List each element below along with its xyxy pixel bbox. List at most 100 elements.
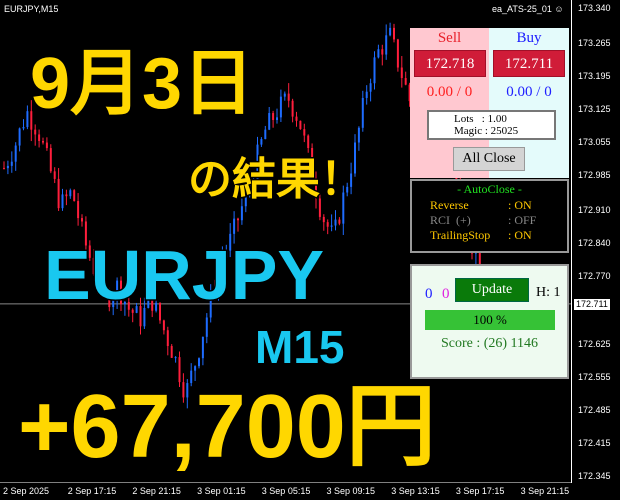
time-label: 2 Sep 21:15: [132, 486, 181, 496]
buy-button[interactable]: 172.711: [493, 50, 565, 77]
candle-body: [377, 49, 380, 58]
candle-body: [162, 320, 165, 331]
overlay-timeframe: M15: [253, 321, 346, 373]
candle-body: [248, 183, 251, 190]
candle-body: [244, 189, 247, 207]
candle-body: [123, 302, 126, 305]
candle-body: [350, 173, 353, 187]
candle-body: [279, 96, 282, 118]
candle-body: [42, 140, 44, 143]
candle-body: [361, 97, 364, 128]
candle-body: [38, 134, 41, 141]
candle-body: [237, 218, 239, 221]
autoclose-row-rci[interactable]: RCI (+): OFF: [430, 213, 537, 227]
candle-body: [135, 306, 138, 313]
candle-body: [338, 219, 341, 224]
score: Score : (26) 1146: [440, 336, 539, 351]
candle-body: [233, 218, 236, 234]
candle-body: [22, 127, 25, 129]
time-label: 2 Sep 2025: [3, 486, 50, 496]
candle-body: [120, 280, 122, 305]
overlay-result: の結果！: [187, 155, 366, 204]
price-label: 173.055: [578, 137, 611, 148]
candle-body: [291, 100, 294, 117]
candle-body: [61, 194, 64, 209]
candle-body: [240, 206, 243, 221]
autoclose-row-reverse[interactable]: Reverse: ON: [430, 198, 532, 212]
candle-body: [194, 366, 197, 371]
current-price-label: 172.711: [574, 298, 610, 310]
price-label: 172.910: [578, 205, 611, 216]
price-label: 172.345: [578, 471, 611, 482]
candle-body: [170, 346, 173, 358]
candle-body: [283, 93, 286, 97]
candle-body: [201, 336, 204, 359]
price-label: 173.340: [578, 3, 611, 13]
candle-body: [326, 222, 329, 227]
smiley-icon: ☺: [554, 4, 564, 14]
candle-body: [260, 139, 263, 145]
candle-body: [45, 142, 48, 149]
candle-body: [346, 186, 349, 193]
candle-body: [3, 167, 5, 169]
h-value: H: 1: [536, 285, 561, 300]
sell-label: Sell: [437, 30, 462, 46]
update-button[interactable]: Update: [455, 278, 529, 302]
lots-value: Lots : 1.00: [454, 113, 507, 125]
candle-body: [287, 93, 290, 101]
candle-body: [252, 179, 255, 184]
price-label: 173.195: [578, 71, 611, 82]
sell-pl: 0.00 / 0: [426, 84, 473, 100]
overlay-pair: EURJPY: [42, 236, 325, 314]
progress-bar: 100 %: [425, 310, 555, 330]
candle-body: [73, 190, 76, 202]
candle-body: [166, 330, 169, 347]
overlay-date: 9月3日: [28, 44, 255, 124]
candle-body: [229, 233, 232, 251]
candle-body: [322, 216, 325, 223]
candle-body: [159, 302, 161, 321]
candle-body: [65, 194, 68, 197]
candle-body: [404, 78, 407, 85]
candle-body: [268, 113, 271, 130]
autoclose-title: - AutoClose -: [457, 182, 522, 196]
candle-body: [88, 245, 91, 258]
all-close-button[interactable]: All Close: [453, 147, 525, 171]
price-label: 172.985: [578, 169, 611, 180]
candle-body: [209, 290, 212, 318]
sell-button[interactable]: 172.718: [414, 50, 486, 77]
candle-body: [112, 297, 115, 308]
candle-body: [365, 91, 368, 98]
candle-body: [34, 129, 37, 135]
candle-body: [373, 57, 376, 84]
candle-body: [178, 357, 181, 383]
candle-body: [330, 225, 333, 227]
candle-body: [182, 382, 185, 398]
candle-body: [307, 135, 310, 148]
candle-body: [369, 83, 372, 92]
candle-body: [389, 27, 392, 36]
candle-body: [276, 117, 278, 120]
lots-box: Lots : 1.00 Magic : 25025: [427, 110, 556, 140]
candle-body: [30, 111, 33, 130]
candle-body: [393, 27, 395, 40]
candle-body: [96, 274, 99, 284]
candle-body: [151, 297, 154, 311]
candle-body: [14, 145, 17, 162]
chart-symbol: EURJPY,M15: [4, 4, 59, 14]
autoclose-row-trailing[interactable]: TrailingStop: ON: [430, 228, 532, 242]
candle-body: [6, 165, 9, 169]
candle-body: [272, 113, 275, 120]
candle-body: [318, 198, 321, 217]
candle-body: [381, 49, 384, 55]
magic-value: Magic : 25025: [454, 125, 519, 137]
candle-body: [295, 116, 298, 121]
count-blue: 0: [425, 286, 433, 302]
candle-body: [139, 306, 142, 327]
candle-body: [478, 250, 481, 269]
candle-body: [116, 280, 119, 298]
candle-body: [100, 276, 103, 284]
candle-body: [18, 128, 21, 146]
candle-body: [264, 129, 267, 140]
candle-body: [213, 290, 216, 293]
